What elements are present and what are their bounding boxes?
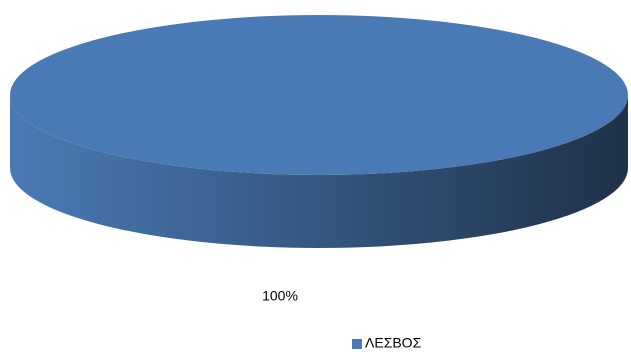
pie-side	[10, 95, 628, 248]
legend-label: ΛΕΣΒΟΣ	[365, 335, 422, 351]
legend-swatch	[352, 339, 362, 349]
data-label: 100%	[262, 288, 298, 304]
pie-slice	[10, 15, 628, 175]
